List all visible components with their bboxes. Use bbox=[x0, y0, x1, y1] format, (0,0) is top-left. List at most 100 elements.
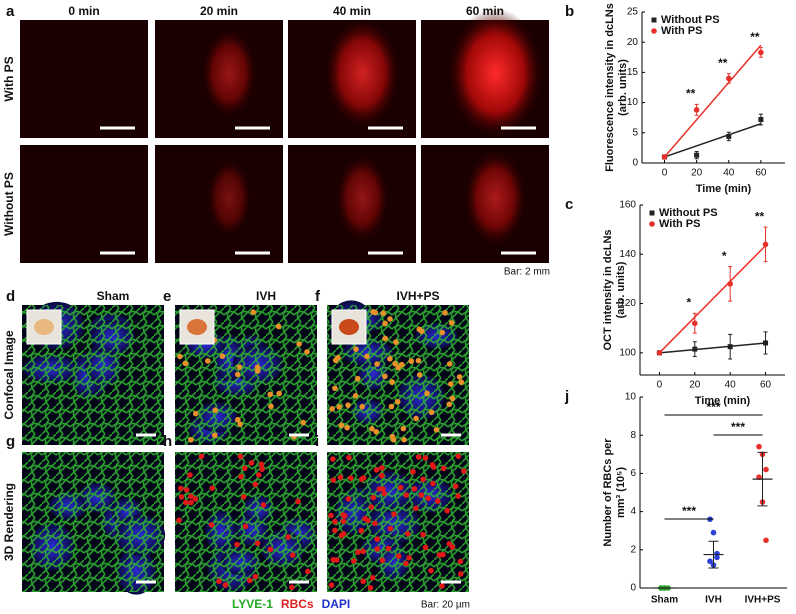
rbc bbox=[457, 571, 464, 577]
y-tick-label: 20 bbox=[627, 37, 639, 48]
y-tick-label: 5 bbox=[632, 127, 638, 138]
rbc bbox=[267, 546, 274, 553]
rbc bbox=[446, 541, 453, 547]
rbc bbox=[352, 392, 359, 399]
rbc bbox=[234, 371, 241, 378]
rbc bbox=[374, 361, 380, 367]
rbc bbox=[403, 492, 410, 498]
legend-label: Without PS bbox=[661, 14, 720, 26]
rbc bbox=[332, 518, 338, 525]
rbc bbox=[428, 567, 434, 574]
rbc bbox=[360, 548, 366, 555]
rbc bbox=[374, 546, 381, 552]
rbc bbox=[395, 553, 402, 559]
image-glow bbox=[335, 154, 390, 243]
rbc bbox=[348, 475, 354, 481]
rbc bbox=[420, 531, 426, 538]
rbc bbox=[337, 474, 344, 481]
panel-label: d bbox=[6, 288, 15, 305]
rbc bbox=[379, 557, 386, 564]
panel-label: e bbox=[163, 288, 171, 305]
rbc bbox=[420, 476, 426, 483]
column-label: Sham bbox=[97, 289, 130, 303]
rbc bbox=[364, 353, 370, 360]
legend-marker bbox=[649, 210, 655, 216]
rbc bbox=[235, 416, 241, 423]
rbc bbox=[216, 578, 222, 585]
rbc bbox=[439, 583, 445, 589]
rbc bbox=[212, 407, 219, 413]
rbc bbox=[369, 574, 376, 581]
rbc bbox=[346, 454, 352, 461]
rbc bbox=[418, 492, 425, 498]
rbc bbox=[425, 495, 431, 502]
data-point bbox=[727, 344, 733, 350]
x-tick-label: 20 bbox=[689, 380, 701, 391]
legend-marker bbox=[651, 28, 657, 34]
data-point bbox=[661, 154, 668, 160]
x-tick-label: 40 bbox=[725, 380, 737, 391]
rbc bbox=[234, 541, 240, 548]
inset-node bbox=[187, 319, 207, 335]
rbc bbox=[455, 493, 462, 499]
rbc bbox=[393, 339, 399, 345]
rbc bbox=[365, 517, 371, 524]
rbc bbox=[211, 432, 218, 439]
y-tick-label: 6 bbox=[630, 468, 636, 479]
x-axis-label: Time (min) bbox=[695, 395, 751, 407]
rbc bbox=[275, 323, 282, 330]
y-tick-label: 0 bbox=[632, 158, 638, 169]
rbc bbox=[446, 361, 453, 367]
rbc bbox=[360, 578, 367, 585]
rbc bbox=[413, 415, 419, 422]
rbc bbox=[411, 485, 418, 492]
rbc bbox=[208, 522, 215, 528]
rbc bbox=[359, 403, 365, 410]
data-point bbox=[727, 281, 733, 287]
rbc bbox=[400, 425, 407, 432]
rbc bbox=[353, 346, 359, 352]
rbc bbox=[370, 494, 377, 501]
rbc bbox=[333, 557, 340, 563]
rbc bbox=[350, 558, 357, 564]
rbc bbox=[382, 373, 388, 380]
column-label: 0 min bbox=[68, 4, 99, 18]
rbc bbox=[340, 512, 347, 518]
rbc bbox=[390, 436, 397, 443]
rbc bbox=[389, 379, 395, 385]
rbc bbox=[444, 507, 451, 514]
data-point bbox=[692, 320, 698, 327]
significance: * bbox=[686, 296, 691, 310]
rbc bbox=[382, 320, 388, 327]
legend-label: With PS bbox=[661, 25, 702, 37]
data-point bbox=[693, 107, 700, 113]
rbc bbox=[250, 309, 257, 315]
row-label: Confocal Image bbox=[2, 330, 16, 420]
rbc bbox=[178, 485, 184, 492]
significance: *** bbox=[682, 504, 696, 518]
rbc bbox=[177, 353, 183, 360]
rbc bbox=[240, 493, 247, 500]
rbc bbox=[178, 494, 185, 500]
significance: ** bbox=[750, 30, 760, 44]
rbc bbox=[391, 511, 397, 517]
panel-label: f bbox=[315, 288, 321, 305]
rbc bbox=[368, 504, 375, 510]
rbc bbox=[403, 560, 409, 567]
data-point bbox=[758, 117, 764, 123]
rbc bbox=[372, 520, 378, 527]
rbc bbox=[338, 422, 345, 429]
y-tick-label: 140 bbox=[619, 249, 636, 260]
rbc bbox=[381, 490, 388, 497]
rbc bbox=[406, 554, 412, 561]
rbc bbox=[408, 358, 415, 364]
rbc bbox=[392, 360, 398, 367]
rbc bbox=[374, 536, 381, 543]
significance: ** bbox=[718, 56, 728, 70]
rbc bbox=[304, 568, 311, 575]
x-tick-label: 60 bbox=[760, 380, 772, 391]
image-glow bbox=[463, 149, 527, 247]
y-tick-label: 2 bbox=[630, 544, 636, 555]
fit-line bbox=[658, 245, 767, 354]
rbc bbox=[188, 499, 194, 506]
